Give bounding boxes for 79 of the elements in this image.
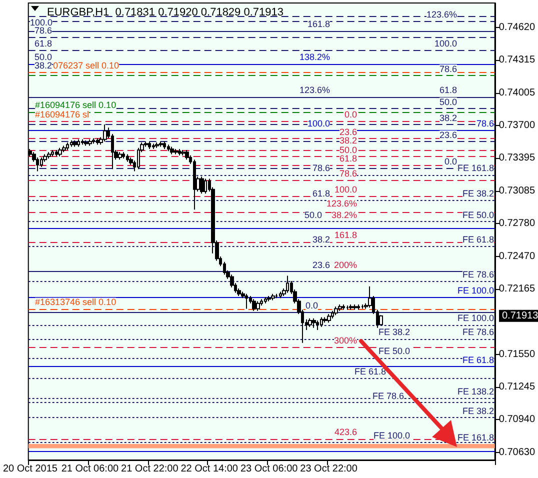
annotation: 23.6 (439, 130, 457, 140)
y-tick-label: 0.71550 (498, 349, 536, 360)
annotation: #16094176 sell 0.10 (35, 100, 116, 110)
y-tick-label: 0.73700 (498, 120, 536, 132)
annotation: 0.0 (344, 110, 357, 120)
annotation: FE 161.8 (457, 163, 494, 174)
annotation: 38.2 (439, 112, 457, 123)
annotation: 123.6% (326, 198, 357, 208)
band-label: FE 161.8 (457, 432, 494, 443)
x-tick-label: 20 Oct 2015 (2, 464, 58, 474)
annotation: 50.0 (34, 52, 52, 62)
x-tick-label: 22 Oct 14:00 (180, 464, 238, 474)
annotation: 0.0 (305, 300, 318, 310)
annotation: 61.8 (34, 38, 52, 48)
annotation: 161.8 (307, 19, 330, 30)
annotation: 300% (334, 336, 357, 346)
annotation: #16094176 sl (35, 110, 90, 120)
annotation: FE 78.6 (462, 270, 494, 280)
annotation: 0.0 (444, 156, 457, 167)
annotation: 23.6 (339, 126, 357, 137)
x-tick-label: 23 Oct 06:00 (240, 464, 298, 474)
annotation: 100.0 (307, 118, 330, 128)
annotation: 61.8 (312, 188, 330, 199)
annotation: 78.6 (34, 26, 52, 36)
annotation: 100.0 (434, 38, 457, 48)
annotation: FE 38.2 (378, 327, 410, 338)
annotation: 78.6 (476, 118, 494, 128)
annotation: FE 50.0 (462, 210, 494, 220)
x-tick-label: 23 Oct 22:00 (300, 464, 358, 474)
annotation: FE 78.6 (462, 327, 494, 338)
annotation: 78.6 (339, 168, 357, 178)
annotation: #16313746 sell 0.10 (35, 297, 116, 308)
annotation: 78.6 (439, 64, 457, 74)
x-tick-label: 21 Oct 22:00 (121, 464, 179, 474)
y-tick-label: 0.70940 (498, 414, 536, 426)
x-tick-label: 21 Oct 06:00 (61, 464, 120, 474)
annotation: 50.0 (439, 96, 457, 107)
y-tick-label: 0.72165 (498, 284, 536, 295)
text: 0.71913 (502, 310, 538, 322)
annotation: 100.0 (30, 17, 53, 28)
annotation: 38.2 (34, 60, 52, 71)
annotation: 78.6 (312, 163, 330, 174)
annotation: FE 61.8 (354, 366, 386, 376)
annotation: 138.2% (299, 52, 330, 62)
annotation: FE 38.2 (462, 406, 494, 416)
chart-title: EURGBP,H1 0.71831 0.71920 0.71829 0.71913 (47, 6, 284, 18)
y-tick-label: 0.73395 (498, 152, 536, 164)
y-tick-label: 0.72780 (498, 218, 536, 230)
annotation: 23.6 (312, 260, 330, 270)
y-tick-label: 0.71245 (498, 382, 536, 393)
annotation: 50.0 (304, 210, 322, 220)
annotation: FE 138.2 (457, 386, 494, 397)
annotation: 200% (334, 260, 357, 270)
annotation: 123.6% (299, 85, 330, 96)
annotation: FE 100.0 (373, 430, 410, 440)
annotation: FE 50.0 (378, 346, 410, 356)
annotation: 076237 sell 0.10 (53, 60, 120, 71)
annotation: 161.8 (334, 230, 357, 240)
y-tick-label: 0.74005 (498, 88, 536, 99)
annotation: 423.6 (334, 427, 357, 438)
y-tick-label: 0.73085 (498, 186, 536, 197)
annotation: FE 78.6 (372, 390, 404, 401)
annotation: 38.2% (331, 210, 357, 220)
annotation: FE 61.8 (462, 234, 494, 244)
annotation: 61.8 (439, 85, 457, 96)
annotation: 50.0 (339, 144, 357, 155)
annotation: 61.8 (339, 153, 357, 164)
annotation: FE 100.0 (457, 286, 494, 296)
annotation: 100.0 (334, 184, 357, 194)
annotation: 123.6% (426, 10, 457, 20)
annotation: FE 38.2 (462, 188, 494, 199)
y-tick-label: 0.70630 (498, 447, 536, 458)
annotation: 38.2 (339, 136, 357, 146)
annotation: FE 61.8 (462, 354, 494, 365)
annotation: FE 100.0 (457, 313, 494, 324)
y-tick-label: 0.74620 (498, 22, 536, 33)
annotation: 38.2 (312, 234, 330, 244)
y-tick-label: 0.72470 (498, 251, 536, 262)
y-tick-label: 0.74315 (498, 54, 536, 66)
